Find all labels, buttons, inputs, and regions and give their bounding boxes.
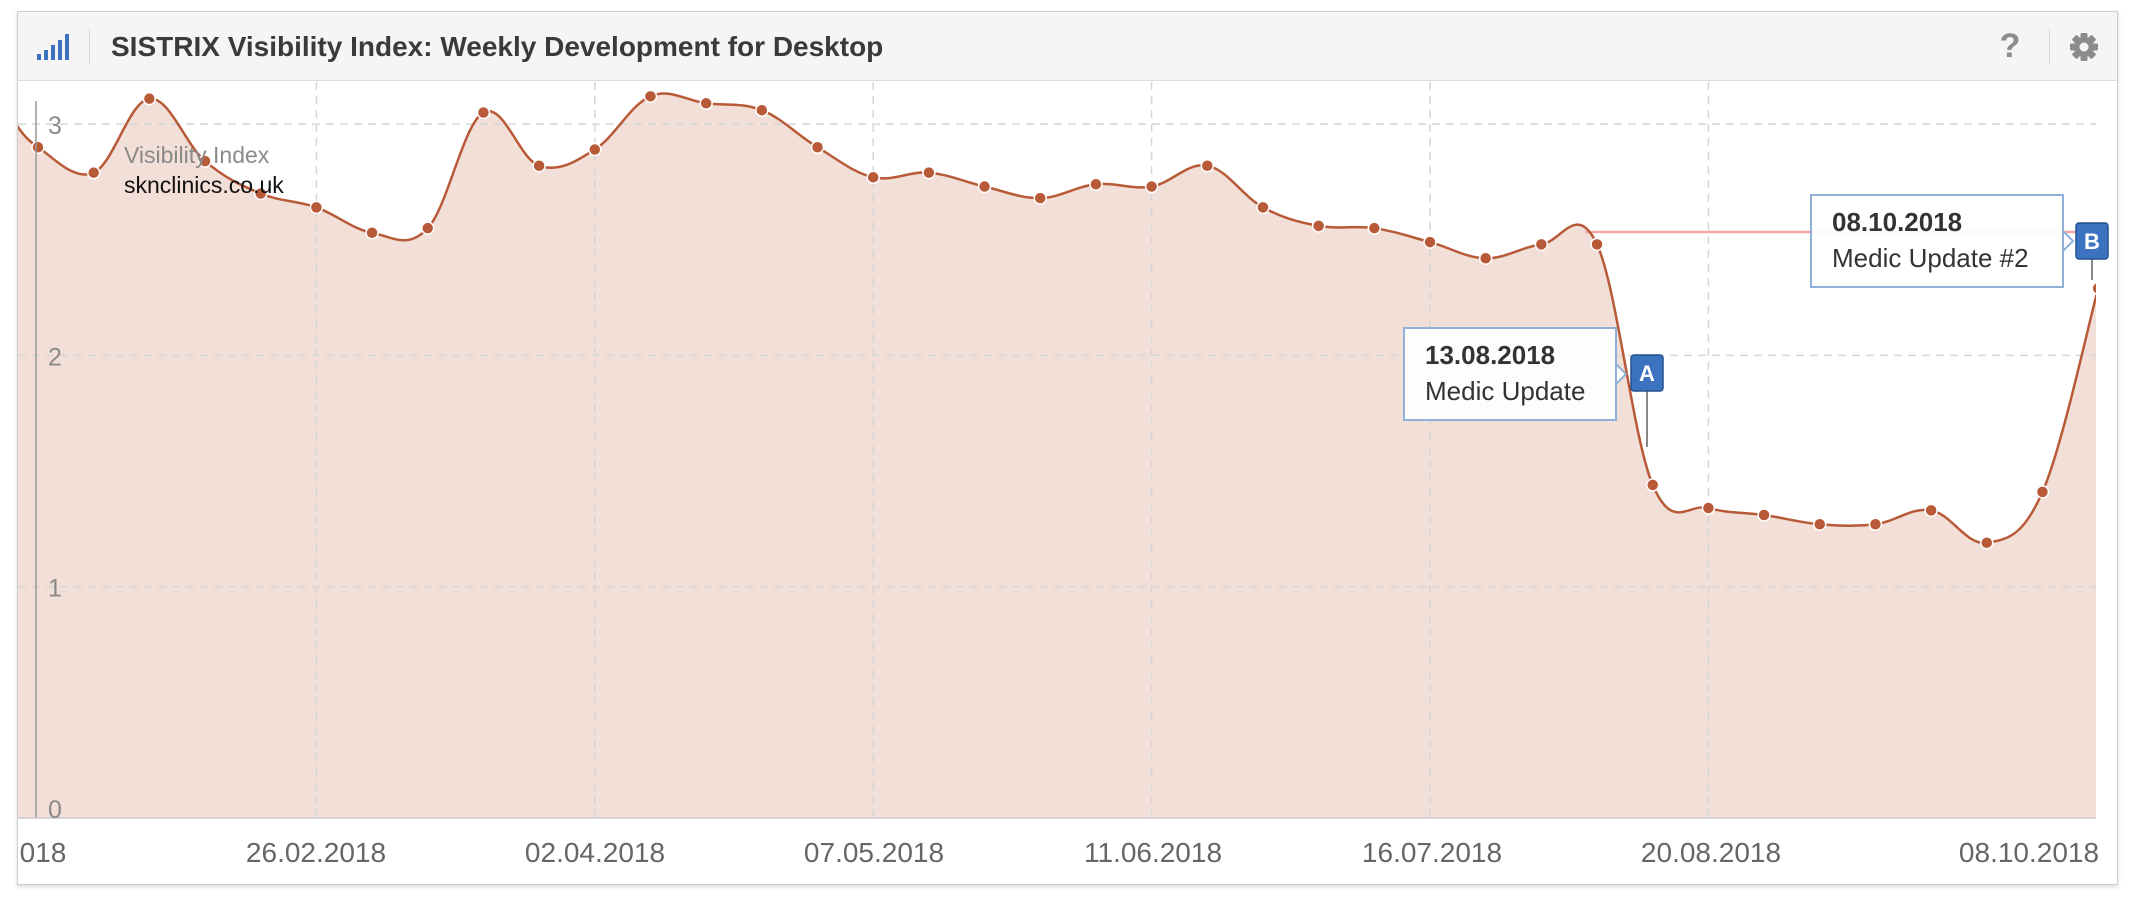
data-point <box>1367 221 1382 235</box>
data-point <box>2035 485 2050 499</box>
data-point <box>643 89 658 104</box>
data-point <box>198 154 212 168</box>
data-point <box>1757 508 1771 522</box>
data-point <box>1033 191 1047 205</box>
data-point <box>1980 536 1994 550</box>
event-annotation-a: A 13.08.2018 Medic Update <box>1403 327 1664 447</box>
x-tick-label: 07.05.2018 <box>804 837 944 868</box>
tooltip-pointer <box>2062 228 2075 254</box>
flag-letter: A <box>1639 361 1655 386</box>
x-tick-label: 08.10.2018 <box>1959 837 2099 868</box>
signal-bars-icon <box>37 34 69 60</box>
data-point <box>1423 235 1437 249</box>
header-divider <box>2049 29 2050 63</box>
data-point <box>1534 237 1549 252</box>
panel-header: SISTRIX Visibility Index: Weekly Develop… <box>18 12 2117 81</box>
series-area <box>18 93 2096 818</box>
event-annotation-b: B 08.10.2018 Medic Update #2 <box>1810 194 2109 288</box>
flag-letter: B <box>2084 229 2100 254</box>
data-point <box>1144 179 1159 194</box>
header-divider <box>89 29 90 63</box>
data-point <box>1590 237 1604 252</box>
event-tooltip <box>1810 194 2064 288</box>
tooltip-pointer <box>1615 361 1628 387</box>
data-point <box>309 200 324 215</box>
data-point <box>86 165 101 180</box>
data-point <box>977 179 992 194</box>
plot-area <box>18 82 2096 818</box>
data-point <box>866 170 880 185</box>
data-point <box>1868 517 1883 531</box>
event-date: 13.08.2018 <box>1425 340 1555 370</box>
data-point <box>810 140 825 154</box>
legend-domain-label: sknclinics.co.uk <box>124 172 284 198</box>
data-point <box>142 91 157 106</box>
panel-title: SISTRIX Visibility Index: Weekly Develop… <box>111 31 884 62</box>
event-date: 08.10.2018 <box>1832 207 1962 237</box>
y-tick-label: 1 <box>48 575 62 603</box>
data-point <box>421 221 435 235</box>
data-point <box>588 142 602 157</box>
event-label: Medic Update #2 <box>1832 243 2029 273</box>
x-tick-label: 11.06.2018 <box>1084 837 1222 868</box>
data-point <box>1478 251 1493 266</box>
data-point <box>1311 219 1326 233</box>
data-point <box>1645 478 1660 492</box>
x-tick-label: 16.07.2018 <box>1362 837 1502 868</box>
question-mark-icon[interactable]: ? <box>1999 27 2021 65</box>
flag-marker <box>2075 222 2109 260</box>
x-tick-label: 02.04.2018 <box>525 837 665 868</box>
flag-marker <box>1630 354 1664 392</box>
data-point <box>1813 517 1827 531</box>
event-tooltip <box>1403 327 1617 421</box>
data-point <box>532 158 546 173</box>
gear-icon[interactable] <box>2068 31 2100 63</box>
x-tick-label: 20.08.2018 <box>1641 837 1781 868</box>
data-point <box>31 140 45 154</box>
data-point <box>755 103 769 117</box>
data-point <box>2091 281 2096 295</box>
data-point <box>476 105 491 120</box>
x-tick-label: 018 <box>20 837 67 868</box>
y-tick-label: 2 <box>48 343 62 371</box>
event-label: Medic Update <box>1425 376 1585 406</box>
data-point <box>699 96 713 111</box>
data-point <box>253 186 268 201</box>
y-tick-label: 0 <box>48 796 62 824</box>
data-point <box>1089 177 1103 191</box>
data-point <box>1701 501 1716 515</box>
data-point <box>1200 158 1215 173</box>
legend-series-label: Visibility Index <box>124 142 270 168</box>
y-tick-label: 3 <box>48 112 62 140</box>
x-tick-label: 26.02.2018 <box>246 837 386 868</box>
data-point <box>922 165 936 180</box>
data-point <box>365 226 379 240</box>
data-point <box>1924 503 1938 518</box>
data-point <box>1256 200 1270 215</box>
